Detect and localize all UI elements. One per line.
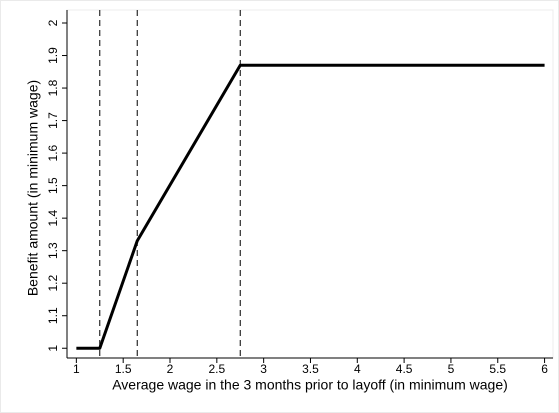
y-tick-label: 1: [46, 345, 60, 352]
x-tick-label: 3.5: [302, 362, 319, 376]
y-tick-label: 1.4: [46, 209, 60, 226]
y-tick-label: 1.8: [46, 79, 60, 96]
x-axis-title: Average wage in the 3 months prior to la…: [112, 377, 508, 393]
y-tick-label: 1.6: [46, 144, 60, 161]
x-tick-label: 3: [260, 362, 267, 376]
x-tick-label: 5: [448, 362, 455, 376]
y-tick-label: 1.9: [46, 47, 60, 64]
x-tick-label: 6: [541, 362, 548, 376]
x-tick-label: 1.5: [115, 362, 132, 376]
x-tick-label: 5.5: [489, 362, 506, 376]
x-tick-label: 4.5: [396, 362, 413, 376]
y-tick-label: 1.2: [46, 275, 60, 292]
x-tick-label: 1: [73, 362, 80, 376]
x-tick-label: 2.5: [208, 362, 225, 376]
y-tick-label: 1.7: [46, 112, 60, 129]
x-tick-label: 4: [354, 362, 361, 376]
y-tick-label: 1.3: [46, 242, 60, 259]
y-tick-label: 1.1: [46, 307, 60, 324]
y-axis-title: Benefit amount (in minimum wage): [25, 80, 41, 296]
x-tick-label: 2: [167, 362, 174, 376]
plot-region: [66, 9, 554, 359]
y-tick-label: 2: [46, 19, 60, 26]
y-tick-label: 1.5: [46, 177, 60, 194]
line-series: [76, 63, 545, 350]
